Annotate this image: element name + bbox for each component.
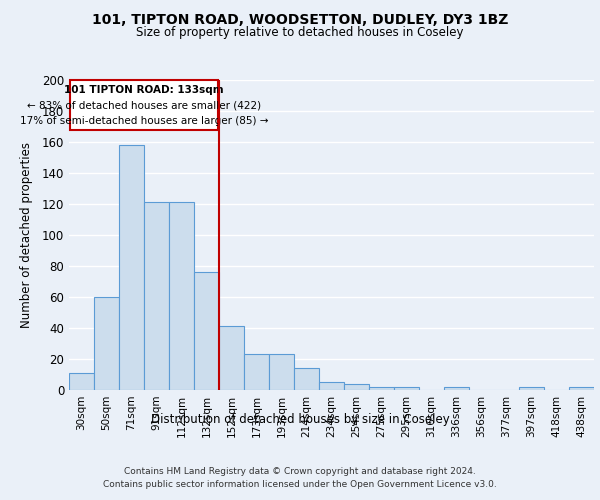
Text: ← 83% of detached houses are smaller (422): ← 83% of detached houses are smaller (42… (27, 100, 261, 110)
Bar (219, 326, 244, 390)
Y-axis label: Number of detached properties: Number of detached properties (20, 142, 34, 328)
Text: Contains HM Land Registry data © Crown copyright and database right 2024.: Contains HM Land Registry data © Crown c… (124, 468, 476, 476)
Bar (144, 202, 169, 390)
Bar (319, 382, 344, 390)
Bar (519, 387, 544, 390)
Text: Contains public sector information licensed under the Open Government Licence v3: Contains public sector information licen… (103, 480, 497, 489)
Bar (569, 387, 594, 390)
Bar (269, 354, 294, 390)
Bar (369, 387, 394, 390)
Bar (394, 387, 419, 390)
FancyBboxPatch shape (70, 80, 218, 130)
Bar (69, 373, 94, 390)
Text: 101 TIPTON ROAD: 133sqm: 101 TIPTON ROAD: 133sqm (64, 85, 224, 95)
Bar (119, 145, 144, 390)
Bar (244, 354, 269, 390)
Bar (344, 384, 369, 390)
Bar (444, 387, 469, 390)
Bar (169, 202, 194, 390)
Bar (294, 368, 319, 390)
Text: 17% of semi-detached houses are larger (85) →: 17% of semi-detached houses are larger (… (20, 116, 268, 126)
Text: Size of property relative to detached houses in Coseley: Size of property relative to detached ho… (136, 26, 464, 39)
Text: Distribution of detached houses by size in Coseley: Distribution of detached houses by size … (151, 412, 449, 426)
Text: 101, TIPTON ROAD, WOODSETTON, DUDLEY, DY3 1BZ: 101, TIPTON ROAD, WOODSETTON, DUDLEY, DY… (92, 12, 508, 26)
Bar (194, 272, 219, 390)
Bar (94, 297, 119, 390)
